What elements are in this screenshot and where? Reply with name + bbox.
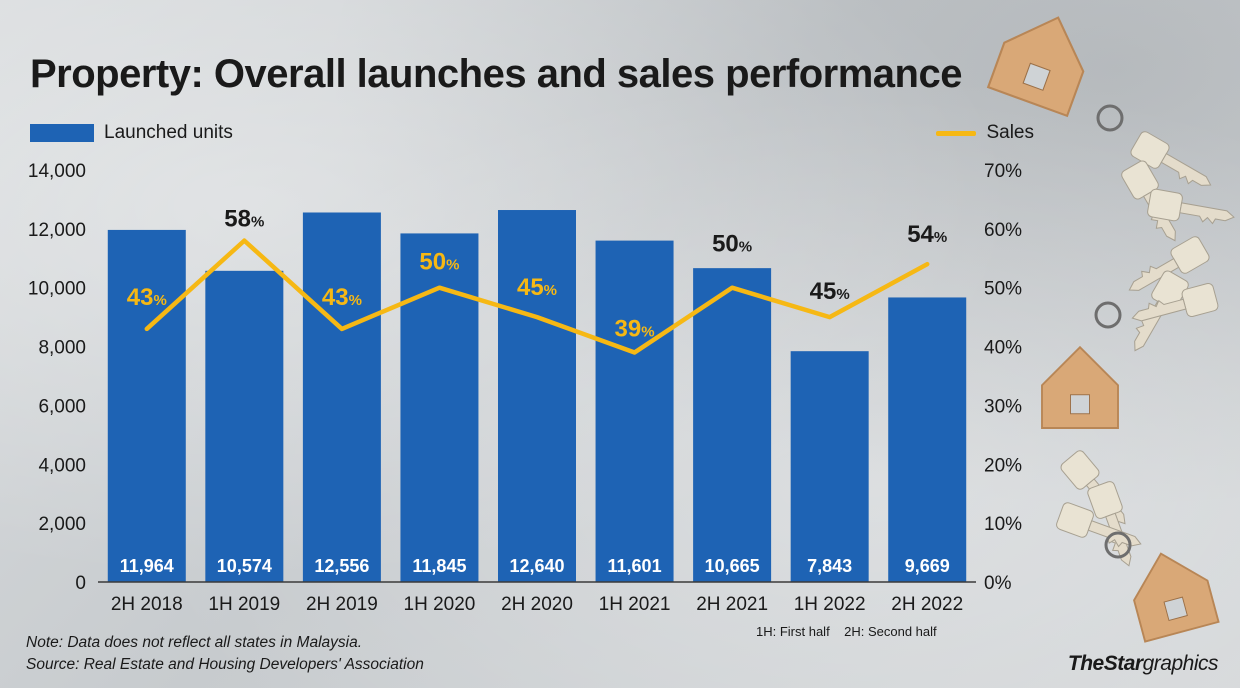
- legend-line-swatch: [936, 130, 977, 136]
- bar-value-label: 7,843: [807, 556, 852, 576]
- legend-sales: Sales: [936, 122, 1034, 144]
- bar-value-label: 11,601: [608, 556, 662, 576]
- chart-title: Property: Overall launches and sales per…: [30, 52, 962, 96]
- y-right-tick-label: 0%: [984, 573, 1012, 594]
- x-tick-label: 2H 2019: [306, 594, 378, 615]
- key-icon: [1128, 236, 1210, 291]
- credit-the: The: [1067, 652, 1104, 675]
- key-icon: [1147, 188, 1235, 225]
- bar: [790, 351, 869, 582]
- source-text: Source: Real Estate and Housing Develope…: [26, 656, 424, 673]
- sales-value-label: 54%: [907, 221, 947, 248]
- bar: [693, 268, 772, 582]
- bar: [498, 210, 576, 582]
- y-left-tick-label: 6,000: [38, 396, 86, 417]
- wooden-house-keychain: [986, 16, 1085, 118]
- x-tick-label: 2H 2020: [501, 594, 573, 615]
- sales-value-label: 43%: [322, 284, 362, 311]
- sales-value-label: 39%: [615, 315, 655, 342]
- wooden-house-keychain: [1133, 552, 1220, 643]
- legend-bar-swatch: [30, 124, 94, 142]
- y-right-tick-label: 20%: [984, 455, 1022, 476]
- sales-value-label: 43%: [127, 284, 167, 311]
- bar: [400, 233, 479, 582]
- legend-line-label: Sales: [986, 122, 1034, 143]
- sales-value-label: 50%: [419, 249, 459, 276]
- credit-graphics: graphics: [1142, 652, 1219, 675]
- y-left-tick-label: 8,000: [38, 338, 86, 359]
- x-tick-label: 2H 2022: [891, 594, 963, 615]
- y-right-tick-label: 60%: [984, 220, 1022, 241]
- note-text: Note: Data does not reflect all states i…: [26, 634, 362, 651]
- sales-value-label: 50%: [712, 231, 752, 258]
- sales-value-label: 58%: [224, 206, 264, 233]
- bar-value-label: 9,669: [905, 556, 950, 576]
- bar: [107, 229, 186, 582]
- bar-value-label: 10,574: [217, 556, 272, 576]
- legend-bar-label: Launched units: [104, 122, 233, 143]
- y-right-tick-label: 70%: [984, 161, 1022, 182]
- half-legend: 1H: First half 2H: Second half: [756, 624, 937, 639]
- bar: [205, 270, 284, 582]
- key-icon: [1131, 282, 1219, 322]
- x-tick-label: 1H 2020: [404, 594, 476, 615]
- bar-value-label: 11,964: [120, 556, 174, 576]
- bar-value-label: 12,556: [314, 556, 369, 576]
- y-left-tick-label: 2,000: [38, 514, 86, 535]
- y-right-tick-label: 30%: [984, 396, 1022, 417]
- key-icon: [1130, 131, 1212, 186]
- y-left-tick-label: 0: [75, 573, 86, 594]
- bar: [595, 240, 674, 583]
- y-left-tick-label: 14,000: [28, 161, 86, 182]
- credit-logo: TheStargraphics: [1067, 652, 1219, 676]
- credit-star: Star: [1103, 652, 1143, 675]
- bar-value-label: 12,640: [509, 556, 564, 576]
- legend-launched-units: Launched units: [30, 122, 233, 144]
- y-left-tick-label: 10,000: [28, 279, 86, 300]
- x-tick-label: 2H 2018: [111, 594, 183, 615]
- y-right-tick-label: 10%: [984, 514, 1022, 535]
- key-ring: [1096, 104, 1124, 132]
- sales-value-label: 45%: [517, 274, 557, 301]
- x-tick-label: 2H 2021: [696, 594, 768, 615]
- x-tick-label: 1H 2021: [599, 594, 671, 615]
- y-right-tick-label: 40%: [984, 338, 1022, 359]
- bar: [302, 212, 381, 582]
- bar-value-label: 11,845: [412, 556, 466, 576]
- wooden-house-keychain: [1041, 345, 1119, 429]
- y-left-tick-label: 12,000: [28, 220, 86, 241]
- x-tick-label: 1H 2019: [208, 594, 280, 615]
- y-left-tick-label: 4,000: [38, 455, 86, 476]
- bar: [888, 297, 967, 582]
- sales-value-label: 45%: [810, 278, 850, 305]
- key-ring: [1104, 531, 1132, 559]
- sales-line: [144, 238, 930, 355]
- y-right-tick-label: 50%: [984, 279, 1022, 300]
- x-tick-label: 1H 2022: [794, 594, 866, 615]
- bar-value-label: 10,665: [705, 556, 760, 576]
- key-ring: [1094, 301, 1122, 329]
